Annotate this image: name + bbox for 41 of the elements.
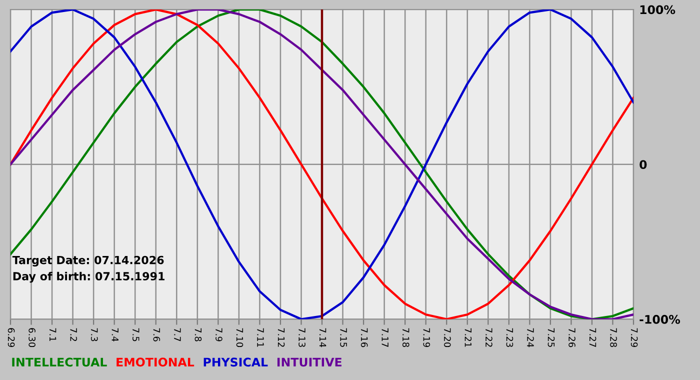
x-tick-label: 7.9 bbox=[216, 328, 222, 342]
x-tick-label: 7.6 bbox=[153, 328, 160, 342]
line-series bbox=[10, 10, 634, 320]
x-tick-label: 7.20 bbox=[444, 328, 451, 348]
x-tick-label: 7.1 bbox=[50, 328, 56, 342]
x-tick-label: 7.18 bbox=[402, 328, 410, 348]
text: INTUITIVE bbox=[277, 358, 342, 367]
x-tick-label: 7.10 bbox=[236, 328, 244, 348]
y-tick-label: 0 bbox=[640, 160, 647, 170]
x-tick-label: 7.13 bbox=[298, 328, 306, 347]
x-tick-label: 7.12 bbox=[278, 328, 285, 347]
annotation: Target Date: 07.14.2026 bbox=[12, 256, 164, 266]
x-tick-label: 7.15 bbox=[340, 328, 347, 347]
text: INTELLECTUAL bbox=[12, 358, 107, 367]
annotation: Day of birth: 07.15.1991 bbox=[13, 272, 164, 283]
x-tick-label: 7.4 bbox=[112, 328, 118, 342]
x-tick-label: 7.27 bbox=[589, 328, 596, 347]
x-tick-label: 7.3 bbox=[90, 328, 98, 342]
x-tick-label: 7.16 bbox=[360, 328, 368, 348]
x-tick-label: 7.7 bbox=[174, 328, 181, 342]
x-tick-label: 7.21 bbox=[464, 328, 472, 347]
x-tick-label: 7.25 bbox=[548, 328, 555, 347]
x-tick-label: 7.19 bbox=[423, 328, 430, 347]
x-tick-label: 7.29 bbox=[630, 328, 638, 347]
x-tick-label: 7.8 bbox=[194, 328, 202, 342]
x-tick-label: 7.22 bbox=[486, 328, 492, 347]
x-tick-label: 7.24 bbox=[527, 328, 534, 348]
x-tick-label: 6.29 bbox=[8, 328, 15, 347]
x-tick-label: 7.26 bbox=[568, 328, 576, 348]
y-tick-label: -100% bbox=[640, 314, 680, 324]
x-tick-label: 7.14 bbox=[320, 328, 326, 348]
x-tick-label: 7.17 bbox=[382, 328, 388, 347]
x-tick-label: 7.2 bbox=[70, 328, 78, 341]
x-tick-label: 7.23 bbox=[506, 328, 514, 347]
text: PHYSICAL bbox=[204, 358, 268, 367]
x-tick-label: 6.30 bbox=[28, 328, 36, 348]
x-tick-label: 7.5 bbox=[132, 328, 140, 342]
x-tick-label: 7.11 bbox=[257, 328, 264, 347]
x-tick-label: 7.28 bbox=[610, 328, 617, 348]
y-tick-label: 100% bbox=[640, 5, 676, 14]
text: EMOTIONAL bbox=[116, 358, 194, 367]
